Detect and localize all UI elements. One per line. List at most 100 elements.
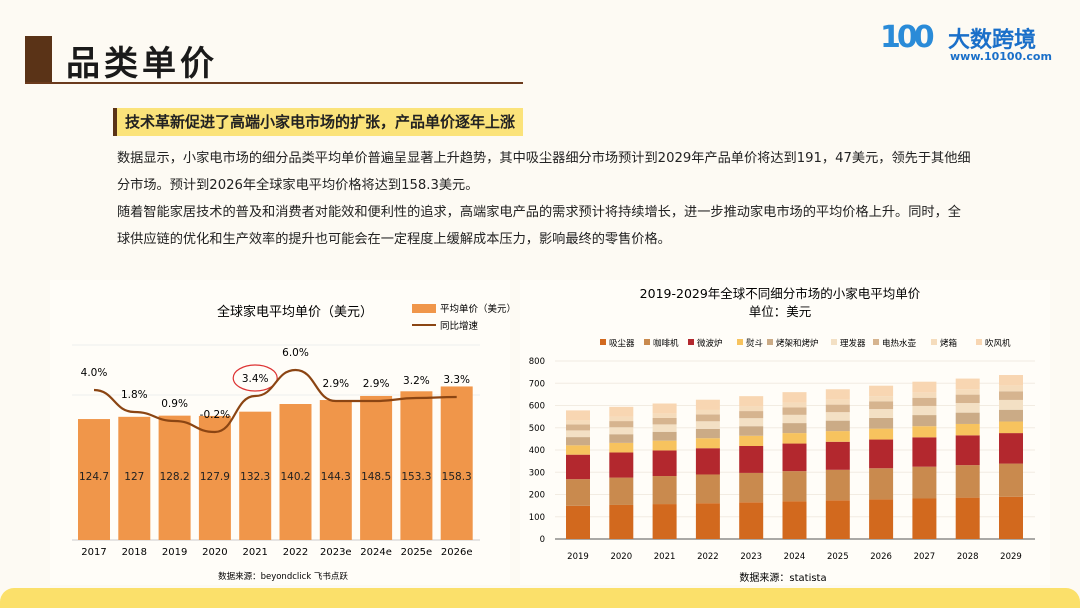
bar-segment bbox=[566, 445, 590, 455]
bar-segment bbox=[999, 421, 1023, 434]
line-value-label: 0.9% bbox=[161, 398, 188, 410]
bar-segment bbox=[695, 474, 720, 504]
bar-value-label: 153.3 bbox=[401, 471, 431, 483]
legend-swatch bbox=[873, 339, 879, 345]
line-value-label: 1.8% bbox=[121, 389, 148, 401]
bar-segment bbox=[782, 501, 807, 539]
bar-segment bbox=[695, 438, 720, 449]
bar-segment bbox=[739, 406, 764, 412]
bar-segment bbox=[955, 435, 980, 466]
bar bbox=[360, 395, 393, 540]
chart-title: 全球家电平均单价（美元） bbox=[217, 304, 373, 320]
x-tick-label: 2022 bbox=[697, 552, 719, 562]
bar-segment bbox=[999, 463, 1023, 497]
x-tick-label: 2021 bbox=[242, 547, 267, 558]
line-value-label: 6.0% bbox=[282, 347, 309, 359]
bar-segment bbox=[912, 415, 937, 427]
x-tick-label: 2024 bbox=[784, 552, 806, 562]
legend-label: 微波炉 bbox=[697, 338, 723, 349]
legend-label: 电热水壶 bbox=[882, 338, 917, 349]
y-tick-label: 100 bbox=[529, 513, 545, 523]
legend-label: 吸尘器 bbox=[609, 338, 635, 349]
bar bbox=[319, 400, 352, 540]
y-tick-label: 600 bbox=[529, 402, 545, 412]
logo: 100 大数跨境 www.10100.com bbox=[880, 18, 1060, 68]
bar bbox=[279, 404, 312, 540]
bar-segment bbox=[695, 409, 720, 415]
bar-segment bbox=[566, 430, 590, 438]
bar bbox=[440, 386, 473, 540]
bar-segment bbox=[912, 405, 937, 416]
bar-segment bbox=[609, 442, 634, 453]
source-note: 数据来源：statista bbox=[739, 571, 826, 584]
legend-label: 吹风机 bbox=[985, 338, 1011, 349]
bar-segment bbox=[609, 477, 634, 505]
logo-mark-icon: 100 bbox=[880, 20, 935, 55]
y-tick-label: 400 bbox=[529, 446, 545, 456]
bar-segment bbox=[999, 391, 1023, 400]
bar-value-label: 148.5 bbox=[361, 471, 391, 483]
bar-value-label: 158.3 bbox=[442, 471, 472, 483]
legend-label: 同比增速 bbox=[440, 320, 479, 332]
bar-segment bbox=[999, 399, 1023, 410]
bar-segment bbox=[566, 424, 590, 431]
bar-segment bbox=[782, 402, 807, 408]
paragraph-line: 球供应链的优化和生产效率的提升也可能会在一定程度上缓解成本压力，影响最终的零售价… bbox=[117, 232, 671, 247]
bar-segment bbox=[955, 378, 980, 390]
title-divider bbox=[25, 82, 523, 84]
bar-segment bbox=[782, 392, 807, 403]
bar-value-label: 127.9 bbox=[200, 471, 230, 483]
y-tick-label: 0 bbox=[540, 535, 545, 545]
bar-segment bbox=[782, 433, 807, 444]
bar-segment bbox=[999, 385, 1023, 392]
x-tick-label: 2020 bbox=[610, 552, 632, 562]
y-tick-label: 200 bbox=[529, 491, 545, 501]
legend-label: 烤架和烤炉 bbox=[776, 338, 819, 349]
bar-segment bbox=[955, 423, 980, 436]
bar-segment bbox=[782, 423, 807, 434]
legend-swatch bbox=[831, 339, 837, 345]
bar-segment bbox=[609, 427, 634, 435]
bar-segment bbox=[652, 476, 677, 505]
legend-label: 平均单价（美元） bbox=[440, 303, 516, 315]
bar-segment bbox=[825, 389, 850, 400]
bar-segment bbox=[739, 435, 764, 446]
line-value-label: 3.2% bbox=[403, 375, 430, 387]
bar-segment bbox=[912, 392, 937, 398]
legend-swatch bbox=[767, 339, 773, 345]
paragraph-line: 数据显示，小家电市场的细分品类平均单价普遍呈显著上升趋势，其中吸尘器细分市场预计… bbox=[117, 151, 971, 166]
bar-segment bbox=[955, 497, 980, 539]
legend-bar-swatch bbox=[412, 304, 436, 313]
x-tick-label: 2029 bbox=[1000, 552, 1022, 562]
bar-segment bbox=[652, 431, 677, 441]
bar-segment bbox=[869, 468, 894, 500]
x-tick-label: 2019 bbox=[162, 547, 187, 558]
bar-value-label: 124.7 bbox=[79, 471, 109, 483]
bar-segment bbox=[566, 505, 590, 539]
bar-segment bbox=[912, 437, 937, 467]
x-tick-label: 2017 bbox=[81, 547, 106, 558]
bar-segment bbox=[782, 414, 807, 424]
x-tick-label: 2028 bbox=[957, 552, 979, 562]
bar-segment bbox=[652, 417, 677, 425]
bar-segment bbox=[999, 433, 1023, 464]
legend-label: 烤箱 bbox=[940, 338, 958, 349]
bar-segment bbox=[869, 499, 894, 539]
bar bbox=[118, 416, 151, 540]
bar-value-label: 128.2 bbox=[160, 471, 190, 483]
title-accent-block bbox=[25, 36, 52, 84]
logo-url: www.10100.com bbox=[950, 50, 1052, 63]
bar-segment bbox=[869, 401, 894, 410]
bar-segment bbox=[869, 428, 894, 440]
bar-segment bbox=[869, 417, 894, 429]
bar-segment bbox=[609, 504, 634, 539]
bar-segment bbox=[825, 404, 850, 413]
bar-value-label: 140.2 bbox=[280, 471, 310, 483]
bar-segment bbox=[825, 441, 850, 470]
bar-segment bbox=[652, 450, 677, 477]
bar-segment bbox=[652, 413, 677, 418]
bar-segment bbox=[695, 503, 720, 539]
bar-segment bbox=[912, 498, 937, 539]
